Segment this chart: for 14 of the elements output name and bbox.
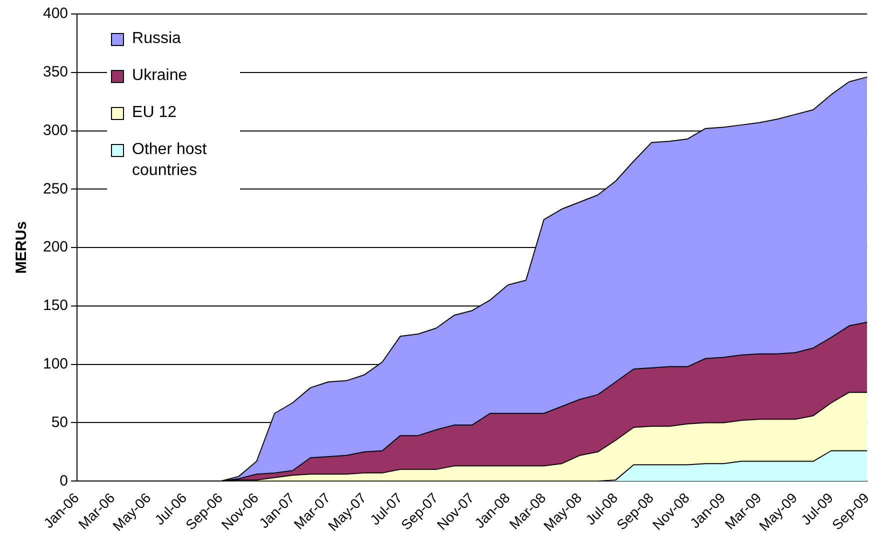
y-tick-label: 0 — [60, 472, 68, 490]
y-axis-title: MERUs — [13, 221, 30, 274]
legend-label: Other host countries — [132, 140, 208, 181]
y-tick-label: 150 — [42, 297, 68, 314]
legend-label: EU 12 — [132, 103, 176, 123]
legend-label: Ukraine — [132, 66, 188, 86]
y-tick-label: 250 — [42, 180, 68, 198]
y-tick-label: 350 — [42, 64, 68, 81]
y-tick-label: 400 — [42, 5, 68, 22]
y-tick-label: 300 — [42, 122, 68, 139]
y-tick-label: 200 — [42, 238, 68, 256]
y-tick-label: 50 — [51, 414, 68, 431]
y-tick-label: 100 — [42, 355, 68, 372]
legend-label: Russia — [132, 29, 181, 49]
